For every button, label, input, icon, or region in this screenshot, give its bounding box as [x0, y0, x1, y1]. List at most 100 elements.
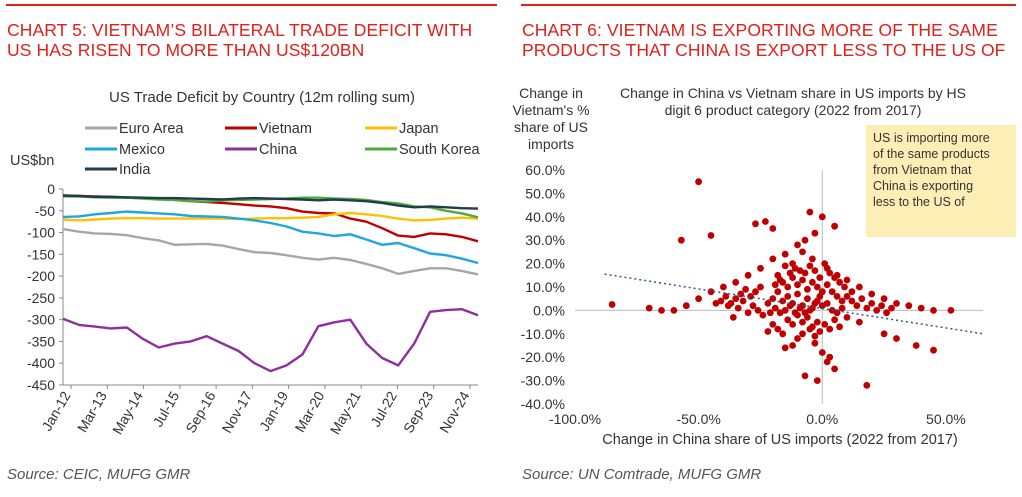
y-tick-label: 0.0% — [533, 302, 565, 318]
scatter-point — [833, 309, 841, 317]
scatter-point — [809, 255, 816, 263]
scatter-point — [811, 332, 819, 340]
scatter-point — [856, 283, 863, 291]
scatter-point — [752, 288, 759, 296]
scatter-point — [759, 311, 767, 319]
scatter-point — [843, 276, 851, 284]
text-line: Change in China vs Vietnam share in US i… — [620, 85, 966, 101]
legend-item: Japan — [365, 121, 439, 137]
scatter-point — [791, 264, 799, 272]
scatter-point — [794, 281, 801, 289]
scatter-point — [806, 208, 814, 216]
scatter-point — [796, 304, 804, 312]
scatter-point — [836, 323, 843, 331]
legend-item: India — [85, 162, 151, 178]
scatter-point — [799, 318, 806, 326]
scatter-point — [722, 293, 730, 300]
scatter-point — [821, 260, 829, 267]
text-line: less to the US of — [873, 195, 965, 209]
scatter-point — [806, 262, 814, 270]
scatter-point — [781, 344, 789, 352]
trend-line — [604, 273, 984, 335]
scatter-point — [828, 288, 836, 296]
scatter-point — [695, 178, 702, 186]
scatter-point — [754, 307, 762, 314]
scatter-point — [682, 302, 690, 310]
scatter-point — [757, 283, 764, 291]
chart6-heading-line2: PRODUCTS THAT CHINA IS EXPORT LESS TO TH… — [522, 40, 1006, 60]
y-tick-label: -30.0% — [521, 373, 565, 389]
scatter-point — [786, 269, 794, 277]
scatter-point — [811, 339, 819, 347]
scatter-point — [789, 342, 796, 349]
scatter-point — [757, 264, 764, 272]
y-tick-label: 10.0% — [525, 279, 565, 295]
scatter-point — [752, 220, 759, 228]
scatter-point — [801, 269, 809, 277]
chart5-heading-line2: US HAS RISEN TO MORE THAN US$120BN — [7, 40, 365, 60]
scatter-point — [771, 304, 779, 312]
scatter-point — [811, 267, 819, 274]
scatter-point — [774, 325, 782, 333]
scatter-point — [784, 316, 792, 324]
x-axis-title: Change in China share of US imports (202… — [602, 432, 957, 448]
scatter-point — [744, 309, 752, 317]
scatter-point — [816, 293, 824, 300]
series-line-china — [62, 308, 479, 373]
scatter-point — [883, 309, 890, 317]
scatter-point — [826, 269, 834, 277]
x-tick-label: May-21 — [327, 388, 364, 437]
scatter-point — [762, 218, 769, 225]
scatter-point — [816, 328, 824, 335]
scatter-point — [695, 295, 702, 303]
text-line: China is exporting — [873, 179, 973, 193]
scatter-point — [747, 293, 754, 300]
scatter-point — [838, 304, 846, 312]
scatter-point — [823, 281, 831, 289]
scatter-point — [856, 318, 863, 326]
scatter-point — [843, 293, 851, 300]
scatter-point — [893, 300, 900, 307]
scatter-point — [749, 302, 757, 310]
scatter-point — [843, 314, 851, 321]
y-tick-label: -350 — [27, 333, 55, 349]
series-line-japan — [62, 211, 479, 222]
scatter-point — [838, 297, 846, 305]
y-tick-label: -20.0% — [521, 349, 565, 365]
scatter-point — [801, 236, 809, 244]
scatter-point — [853, 302, 861, 310]
scatter-point — [868, 300, 876, 307]
scatter-point — [823, 358, 831, 366]
scatter-point — [878, 302, 885, 310]
scatter-point — [880, 330, 888, 338]
scatter-point — [893, 335, 900, 342]
scatter-point — [831, 274, 838, 281]
scatter-point — [764, 328, 772, 335]
y-tick-label: -200 — [27, 268, 55, 284]
y-tick-label: 0 — [47, 181, 55, 197]
scatter-point — [813, 318, 821, 326]
legend-label: India — [119, 162, 151, 178]
scatter-point — [930, 307, 937, 314]
scatter-point — [771, 281, 779, 289]
text-line: share of US — [514, 119, 588, 135]
scatter-point — [744, 271, 752, 279]
scatter-point — [732, 295, 740, 303]
scatter-point — [677, 236, 685, 244]
y-tick-label: 30.0% — [525, 232, 565, 248]
scatter-point — [848, 297, 856, 305]
legend-label: China — [259, 142, 298, 158]
scatter-point — [732, 278, 740, 286]
text-line: imports — [528, 136, 574, 152]
scatter-point — [880, 295, 888, 303]
scatter-point — [799, 248, 806, 256]
scatter-point — [831, 316, 838, 324]
y-tick-label: -450 — [27, 377, 55, 393]
legend-item: China — [225, 142, 298, 158]
x-tick-label: Sep-23 — [400, 388, 437, 435]
x-tick-label: Jan-12 — [38, 388, 73, 433]
x-tick-label: Mar-13 — [74, 388, 110, 435]
scatter-point — [799, 276, 806, 284]
scatter-point — [779, 297, 787, 305]
legend-label: Euro Area — [119, 121, 184, 137]
